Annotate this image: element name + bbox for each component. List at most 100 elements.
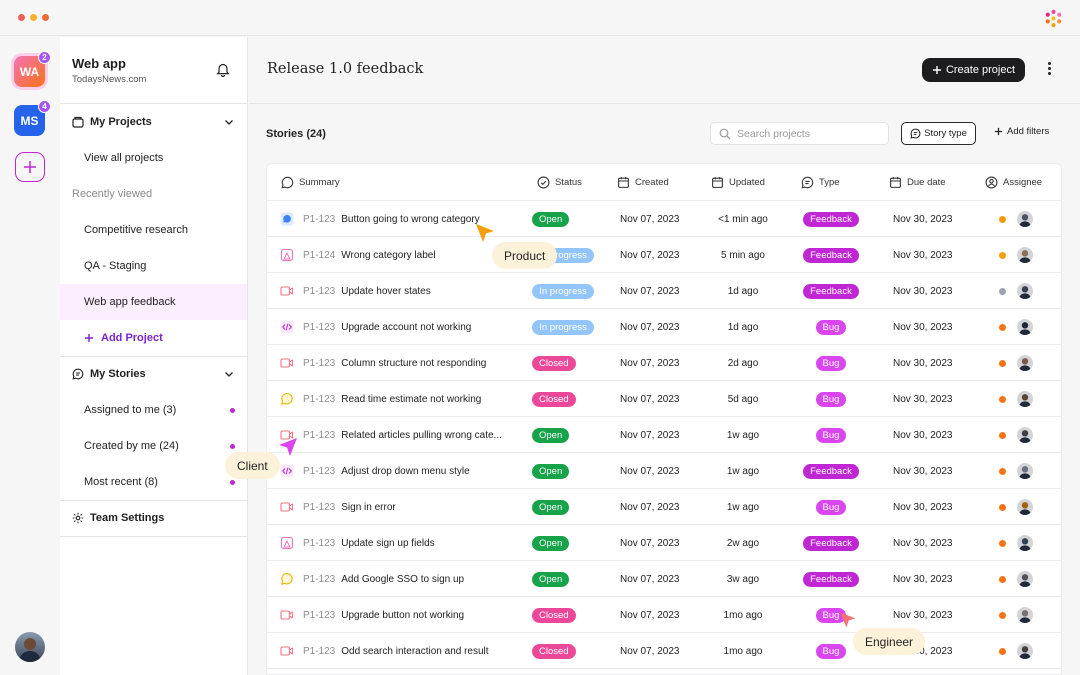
status-badge[interactable]: Open <box>532 535 570 551</box>
more-options-icon[interactable] <box>1044 62 1054 78</box>
story-filter-created[interactable]: Created by me (24) <box>60 428 247 464</box>
story-type-filter-button[interactable]: Story type <box>901 122 976 145</box>
status-badge[interactable]: Closed <box>532 607 576 623</box>
priority-dot <box>999 504 1006 511</box>
status-badge[interactable]: In progress <box>532 319 594 335</box>
type-badge[interactable]: Feedback <box>803 211 859 227</box>
assignee-avatar[interactable] <box>1017 607 1033 623</box>
assignee-avatar[interactable] <box>1017 499 1033 515</box>
add-workspace-button[interactable] <box>15 152 45 182</box>
user-avatar[interactable] <box>15 632 45 662</box>
type-badge[interactable]: Bug <box>815 427 847 443</box>
table-row[interactable]: P1-124 Wrong category label In progress Nov… <box>267 237 1061 273</box>
table-row[interactable]: P1-123 Upgrade account not working In prog… <box>267 309 1061 345</box>
column-header-type[interactable]: Type <box>801 164 840 200</box>
summary-cell[interactable]: P1-123 Sign in error <box>303 489 396 525</box>
assignee-avatar[interactable] <box>1017 535 1033 551</box>
chevron-down-icon[interactable] <box>223 116 235 128</box>
column-header-created[interactable]: Created <box>617 164 669 200</box>
table-row[interactable]: P1-123 Button going to wrong category Open… <box>267 201 1061 237</box>
table-row[interactable]: P1-123 Add Google SSO to sign up Open Nov 0… <box>267 561 1061 597</box>
summary-cell[interactable]: P1-123 Update sign up fields <box>303 525 435 561</box>
add-project-button[interactable]: Add Project <box>60 320 247 356</box>
status-badge[interactable]: Open <box>532 463 570 479</box>
table-row[interactable]: P1-123 Related articles pulling wrong cat… <box>267 417 1061 453</box>
type-badge[interactable]: Bug <box>815 499 847 515</box>
type-badge[interactable]: Feedback <box>803 571 859 587</box>
type-badge[interactable]: Bug <box>815 391 847 407</box>
summary-cell[interactable]: P1-123 Add Google SSO to sign up <box>303 561 464 597</box>
create-project-button[interactable]: Create project <box>922 58 1025 82</box>
status-badge[interactable]: In progress <box>532 283 594 299</box>
maximize-window-dot[interactable] <box>42 14 49 21</box>
recent-project-item[interactable]: Competitive research <box>84 224 188 236</box>
bell-icon[interactable] <box>216 62 230 77</box>
add-filters-button[interactable]: Add filters <box>994 126 1049 137</box>
assignee-avatar[interactable] <box>1017 247 1033 263</box>
type-badge[interactable]: Feedback <box>803 535 859 551</box>
type-badge[interactable]: Feedback <box>803 283 859 299</box>
assignee-avatar[interactable] <box>1017 319 1033 335</box>
chevron-down-icon[interactable] <box>223 368 235 380</box>
column-header-status[interactable]: Status <box>537 164 582 200</box>
status-badge[interactable]: Closed <box>532 391 576 407</box>
status-badge[interactable]: Closed <box>532 355 576 371</box>
status-cell: In progress <box>267 309 857 345</box>
story-filter-recent[interactable]: Most recent (8) <box>60 464 247 500</box>
assignee-avatar[interactable] <box>1017 211 1033 227</box>
column-header-summary[interactable]: Summary <box>281 164 340 200</box>
summary-cell[interactable]: P1-123 Read time estimate not working <box>303 381 481 417</box>
search-input[interactable] <box>737 127 877 140</box>
story-filter-assigned[interactable]: Assigned to me (3) <box>60 392 247 428</box>
table-row[interactable]: P1-123 Adjust drop down menu style Open Nov… <box>267 453 1061 489</box>
column-header-due-date[interactable]: Due date <box>889 164 946 200</box>
table-row[interactable]: P1-123 Update hover states In progress Nov … <box>267 273 1061 309</box>
assignee-avatar[interactable] <box>1017 283 1033 299</box>
status-badge[interactable]: Closed <box>532 643 576 659</box>
status-badge[interactable]: Open <box>532 571 570 587</box>
status-badge[interactable]: Open <box>532 499 570 515</box>
my-projects-section[interactable]: My Projects <box>60 104 247 140</box>
recent-project-item[interactable]: QA - Staging <box>84 260 147 272</box>
view-all-projects-link[interactable]: View all projects <box>84 152 164 164</box>
summary-cell[interactable]: P1-124 Wrong category label <box>303 237 436 273</box>
table-row[interactable]: P1-123 Upgrade button not working Closed No… <box>267 597 1061 633</box>
type-badge[interactable]: Feedback <box>803 247 859 263</box>
my-stories-section[interactable]: My Stories <box>60 356 247 392</box>
summary-cell[interactable]: P1-123 Upgrade account not working <box>303 309 471 345</box>
table-row[interactable]: P1-123 Sign in error Open Nov 07, 2023 1w ag… <box>267 489 1061 525</box>
type-badge[interactable]: Bug <box>815 607 847 623</box>
summary-cell[interactable]: P1-123 Odd search interaction and result <box>303 633 489 669</box>
table-row[interactable]: P1-123 Odd search interaction and result C… <box>267 633 1061 669</box>
type-badge[interactable]: Bug <box>815 355 847 371</box>
summary-cell[interactable]: P1-123 Adjust drop down menu style <box>303 453 470 489</box>
summary-cell[interactable]: P1-123 Button going to wrong category <box>303 201 480 237</box>
summary-cell[interactable]: P1-123 Upgrade button not working <box>303 597 464 633</box>
summary-cell[interactable]: P1-123 Update hover states <box>303 273 431 309</box>
type-badge[interactable]: Bug <box>815 643 847 659</box>
close-window-dot[interactable] <box>18 14 25 21</box>
minimize-window-dot[interactable] <box>30 14 37 21</box>
recent-project-item-active[interactable]: Web app feedback <box>60 284 247 320</box>
assignee-avatar[interactable] <box>1017 391 1033 407</box>
workspace-wa[interactable]: WA 2 <box>14 51 51 87</box>
team-settings-link[interactable]: Team Settings <box>60 500 247 536</box>
status-badge[interactable]: Open <box>532 427 570 443</box>
table-row[interactable]: P1-123 Read time estimate not working Clos… <box>267 381 1061 417</box>
table-row[interactable]: P1-123 Column structure not responding Clo… <box>267 345 1061 381</box>
assignee-avatar[interactable] <box>1017 463 1033 479</box>
table-row[interactable]: P1-123 Update sign up fields Open Nov 07, 2… <box>267 525 1061 561</box>
workspace-ms[interactable]: MS 4 <box>14 100 51 136</box>
assignee-avatar[interactable] <box>1017 643 1033 659</box>
assignee-avatar[interactable] <box>1017 571 1033 587</box>
column-header-updated[interactable]: Updated <box>711 164 765 200</box>
summary-cell[interactable]: P1-123 Column structure not responding <box>303 345 486 381</box>
search-box[interactable] <box>710 122 889 145</box>
assignee-avatar[interactable] <box>1017 427 1033 443</box>
status-badge[interactable]: Open <box>532 211 570 227</box>
column-header-assignee[interactable]: Assignee <box>985 164 1042 200</box>
type-badge[interactable]: Feedback <box>803 463 859 479</box>
type-badge[interactable]: Bug <box>815 319 847 335</box>
summary-cell[interactable]: P1-123 Related articles pulling wrong cat… <box>303 417 502 453</box>
assignee-avatar[interactable] <box>1017 355 1033 371</box>
